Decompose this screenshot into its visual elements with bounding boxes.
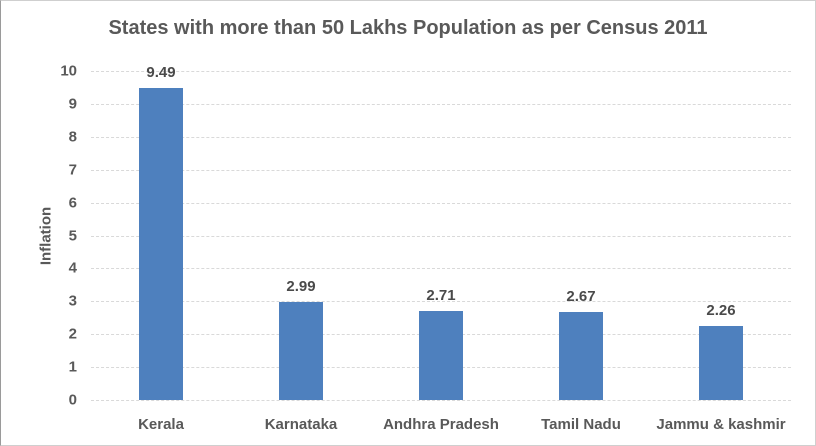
gridline	[91, 202, 791, 204]
gridline	[91, 169, 791, 171]
bar	[139, 87, 183, 400]
bar	[279, 301, 323, 400]
gridline	[91, 301, 791, 303]
gridline	[91, 103, 791, 105]
gridline	[91, 71, 791, 72]
bar-value-label: 2.67	[566, 288, 596, 306]
y-tick-label: 1	[68, 358, 77, 376]
gridline	[91, 400, 791, 401]
y-tick-label: 3	[68, 292, 77, 310]
category-label: Karnataka	[264, 416, 338, 433]
category-label: Andhra Pradesh	[383, 416, 499, 433]
y-tick-label: 10	[60, 62, 77, 80]
bar	[699, 325, 743, 400]
category-label: Jammu & kashmir	[656, 416, 786, 433]
category-label: Tamil Nadu	[541, 416, 621, 433]
plot-area: 9.49 2.99 2.71 2.67 2.26	[91, 64, 791, 401]
gridline	[91, 268, 791, 270]
y-tick-label: 7	[68, 161, 77, 179]
bar	[559, 312, 603, 400]
gridline	[91, 136, 791, 138]
bar	[419, 310, 463, 400]
bar-value-label: 2.26	[706, 301, 736, 319]
bar-value-label: 9.49	[146, 63, 176, 81]
y-axis: 0 1 2 3 4 5 6 7 8 9 10	[1, 63, 77, 409]
gridline	[91, 235, 791, 237]
y-tick-label: 6	[68, 194, 77, 212]
category-label: Kerala	[138, 416, 184, 433]
chart-title: States with more than 50 Lakhs Populatio…	[108, 17, 708, 39]
bar-value-label: 2.71	[426, 286, 456, 304]
y-tick-label: 8	[68, 128, 77, 146]
y-tick-label: 5	[68, 227, 77, 244]
y-tick-label: 9	[68, 95, 77, 113]
bar-value-label: 2.99	[286, 277, 316, 295]
y-tick-label: 0	[68, 391, 77, 409]
x-axis: Kerala Karnataka Andhra Pradesh Tamil Nadu J…	[91, 416, 791, 440]
y-tick-label: 2	[68, 325, 77, 343]
y-tick-label: 4	[68, 259, 77, 277]
